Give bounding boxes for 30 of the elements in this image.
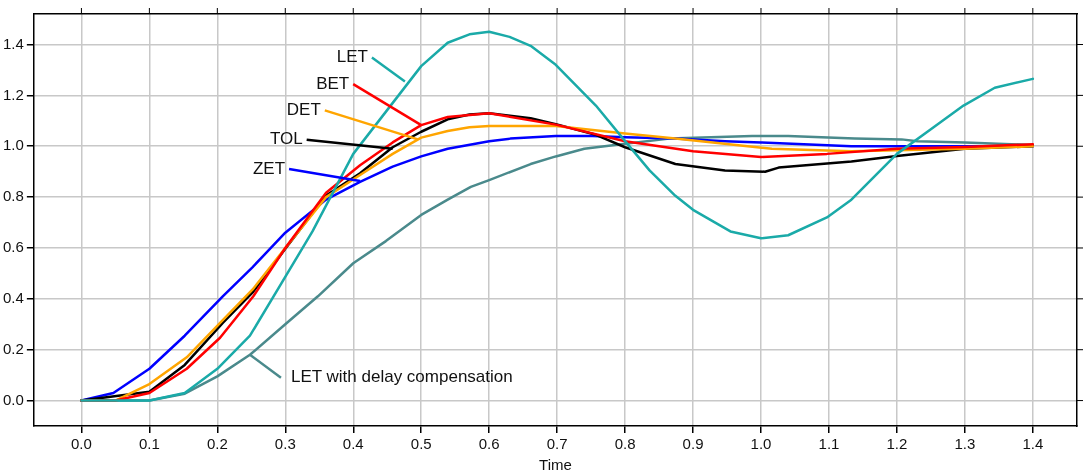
y-tick-label: 1.4	[2, 34, 24, 52]
annotation: LET with delay compensation	[290, 367, 513, 387]
x-tick-label: 0.7	[546, 435, 568, 453]
y-tick-label: 1.0	[2, 136, 24, 154]
x-tick-label: 0.4	[342, 435, 364, 453]
y-tick-label: 0.4	[2, 288, 24, 306]
x-tick-label: 1.1	[818, 435, 840, 453]
y-tick-label: 1.2	[2, 85, 24, 103]
x-tick-label: 0.1	[138, 435, 160, 453]
x-tick-label: 0.6	[478, 435, 500, 453]
y-tick-label: 0.2	[2, 339, 24, 357]
x-tick-label: 0.2	[206, 435, 228, 453]
x-tick-label: 0.9	[682, 435, 704, 453]
y-tick-label: 0.8	[2, 187, 24, 205]
x-tick-label: 1.2	[886, 435, 908, 453]
x-tick-label: 0.8	[614, 435, 636, 453]
x-tick-label: 0.5	[410, 435, 432, 453]
x-tick-label: 0.3	[274, 435, 296, 453]
annotation: BET	[316, 73, 350, 93]
y-tick-label: 0.0	[2, 390, 24, 408]
annotation: TOL	[269, 129, 303, 149]
annotation: LET	[336, 47, 368, 67]
annotation: DET	[286, 100, 321, 120]
y-tick-label: 0.6	[2, 238, 24, 256]
x-axis-title: Time	[539, 456, 572, 474]
annotation: ZET	[252, 158, 286, 178]
x-tick-label: 0.0	[70, 435, 92, 453]
x-tick-label: 1.3	[954, 435, 976, 453]
x-tick-label: 1.0	[750, 435, 772, 453]
x-tick-label: 1.4	[1022, 435, 1044, 453]
